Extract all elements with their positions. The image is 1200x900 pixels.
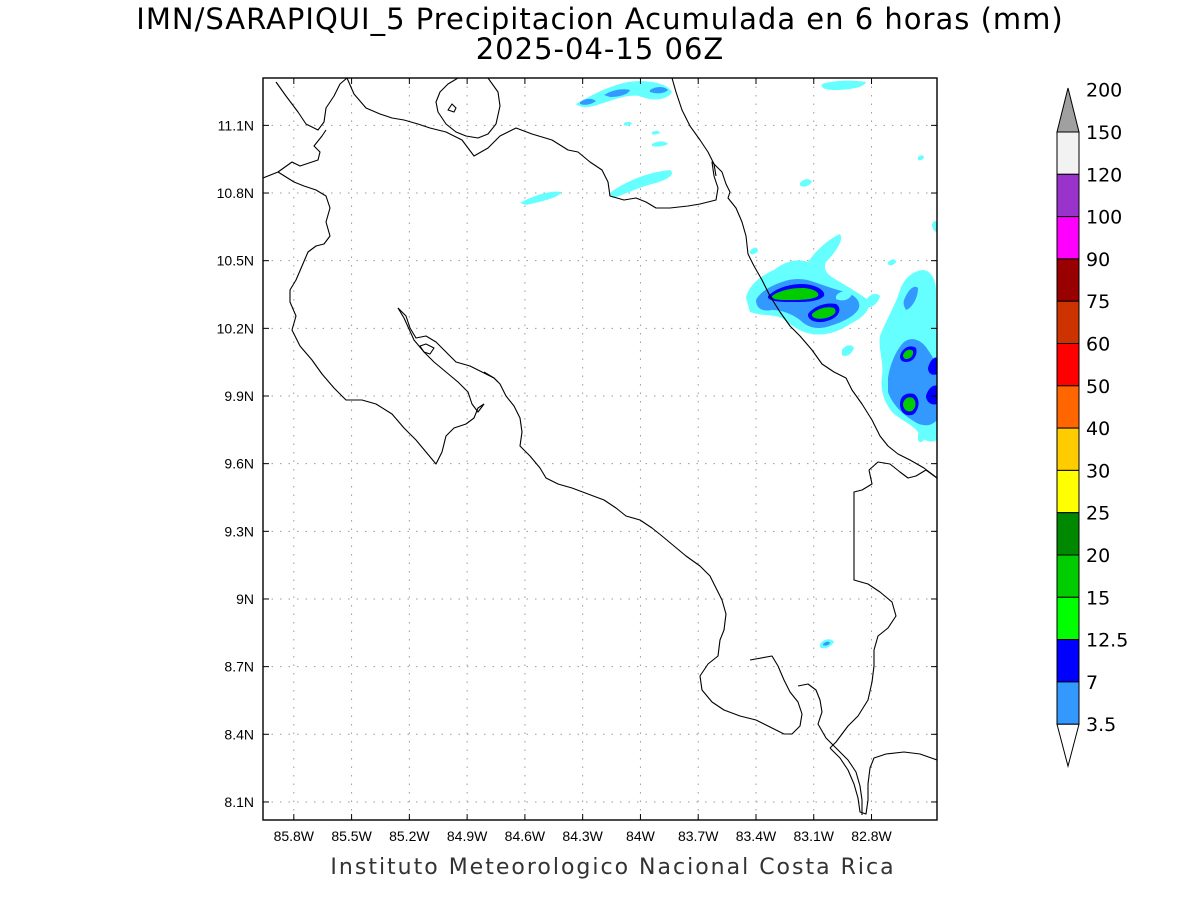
axis-labels: 85.8W 85.5W 85.2W 84.9W 84.6W 84.3W 84W 83.7W 83… bbox=[217, 78, 937, 844]
colorbar-swatch bbox=[1056, 469, 1080, 514]
colorbar-label: 7 bbox=[1086, 672, 1098, 694]
precip-spot bbox=[800, 179, 812, 187]
colorbar-label: 50 bbox=[1086, 376, 1110, 398]
map-background bbox=[263, 78, 937, 820]
colorbar-label: 12.5 bbox=[1086, 630, 1128, 652]
colorbar-swatch bbox=[1056, 681, 1080, 725]
precip-area-north-plain bbox=[520, 191, 562, 205]
coastlines-and-borders bbox=[263, 78, 937, 815]
colorbar-top-arrow bbox=[1056, 87, 1080, 133]
precip-spot bbox=[750, 247, 758, 255]
precip-area-caribbean-south bbox=[879, 221, 937, 443]
x-tick-label: 84.6W bbox=[505, 828, 546, 844]
precip-spot bbox=[652, 141, 668, 147]
colorbar-swatch bbox=[1056, 173, 1080, 218]
colorbar-label: 25 bbox=[1086, 503, 1110, 525]
precip-spot bbox=[624, 121, 632, 126]
y-tick-label: 9.6N bbox=[224, 456, 254, 472]
map-subtitle-date: 2025-04-15 06Z bbox=[475, 32, 725, 66]
colorbar-label: 100 bbox=[1086, 207, 1122, 229]
colorbar-swatch bbox=[1056, 596, 1080, 641]
y-tick-label: 9.9N bbox=[224, 388, 254, 404]
colorbar-label: 60 bbox=[1086, 334, 1110, 356]
precip-spot bbox=[888, 259, 896, 266]
colorbar-swatch bbox=[1056, 639, 1080, 683]
colorbar-label: 90 bbox=[1086, 249, 1110, 271]
colorbar-swatch bbox=[1056, 554, 1080, 598]
colorbar-swatch bbox=[1056, 343, 1080, 387]
colorbar-label: 20 bbox=[1086, 545, 1110, 567]
precip-area-north-coast bbox=[610, 170, 672, 198]
y-tick-label: 10.5N bbox=[217, 253, 254, 269]
y-tick-label: 8.7N bbox=[224, 659, 254, 675]
precipitation-contours bbox=[520, 80, 937, 649]
y-tick-label: 8.1N bbox=[224, 794, 254, 810]
precip-area-northeast-edge bbox=[576, 80, 866, 107]
x-tick-label: 85.2W bbox=[389, 828, 430, 844]
colorbar-swatch bbox=[1056, 131, 1080, 175]
colorbar-label: 3.5 bbox=[1086, 714, 1116, 736]
x-tick-label: 85.5W bbox=[331, 828, 372, 844]
colorbar-label: 120 bbox=[1086, 164, 1122, 186]
precip-spot bbox=[652, 130, 660, 135]
precip-spot bbox=[918, 155, 924, 161]
y-tick-label: 10.8N bbox=[217, 185, 254, 201]
x-tick-label: 84W bbox=[626, 828, 656, 844]
colorbar-label: 40 bbox=[1086, 418, 1110, 440]
plot-frame bbox=[262, 77, 938, 821]
x-tick-label: 84.9W bbox=[447, 828, 488, 844]
x-tick-label: 82.8W bbox=[851, 828, 892, 844]
colorbar-swatch bbox=[1056, 385, 1080, 429]
x-tick-label: 83.1W bbox=[794, 828, 835, 844]
colorbar-swatch bbox=[1056, 300, 1080, 345]
colorbar-label: 30 bbox=[1086, 460, 1110, 482]
colorbar-swatch bbox=[1056, 512, 1080, 556]
precip-area-south bbox=[823, 641, 830, 646]
colorbar-label: 200 bbox=[1086, 80, 1122, 102]
y-tick-label: 10.2N bbox=[217, 320, 254, 336]
colorbar: 3.5 7 12.5 15 20 25 30 40 50 60 75 90 100 120 150 200 bbox=[1056, 80, 1128, 769]
x-tick-label: 83.7W bbox=[678, 828, 719, 844]
map-title: IMN/SARAPIQUI_5 Precipitacion Acumulada … bbox=[136, 2, 1064, 36]
colorbar-label: 75 bbox=[1086, 291, 1110, 313]
y-tick-label: 9N bbox=[236, 591, 254, 607]
y-tick-label: 11.1N bbox=[218, 117, 254, 133]
x-tick-label: 84.3W bbox=[562, 828, 603, 844]
y-tick-label: 9.3N bbox=[224, 523, 254, 539]
colorbar-swatch bbox=[1056, 216, 1080, 260]
colorbar-bottom-arrow bbox=[1056, 723, 1080, 769]
precip-area-caribbean-north bbox=[746, 234, 880, 357]
credit-text: Instituto Meteorologico Nacional Costa R… bbox=[330, 855, 896, 880]
x-tick-label: 85.8W bbox=[274, 828, 315, 844]
colorbar-label: 15 bbox=[1086, 587, 1110, 609]
x-tick-label: 83.4W bbox=[736, 828, 777, 844]
colorbar-swatch bbox=[1056, 258, 1080, 302]
colorbar-swatch bbox=[1056, 427, 1080, 471]
colorbar-label: 150 bbox=[1086, 122, 1122, 144]
y-tick-label: 8.4N bbox=[224, 726, 254, 742]
